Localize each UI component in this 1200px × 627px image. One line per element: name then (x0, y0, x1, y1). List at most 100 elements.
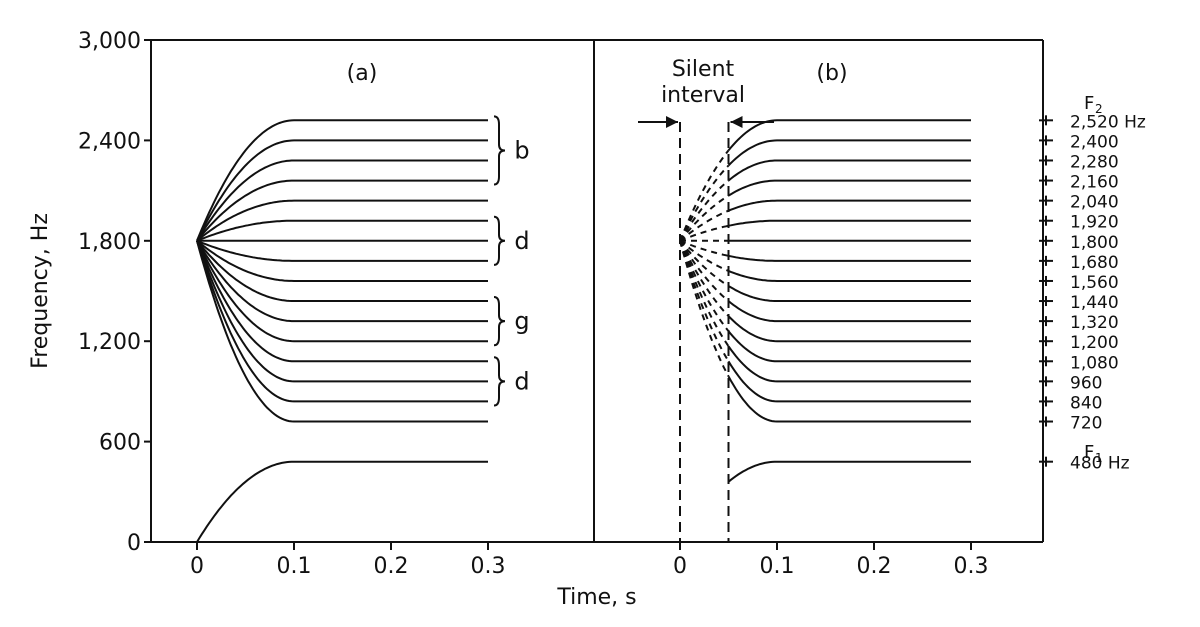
y-axis-label: Frequency, Hz (28, 213, 53, 369)
axes: 0 600 1,200 1,800 2,400 3,000 Frequency, Hz Tim… (28, 29, 637, 610)
f2-transition-line (196, 240, 488, 302)
plot-frame (150, 39, 1044, 543)
f2-transition-line (196, 240, 488, 403)
f1-label: F (1084, 442, 1094, 463)
silent-interval-label-line2: interval (661, 83, 745, 108)
right-scale-label: 2,400 (1070, 132, 1119, 152)
y-tick-label: 2,400 (78, 129, 141, 154)
f2-dashed-segment (679, 240, 730, 287)
f2-label: F (1084, 93, 1094, 114)
f2-transition-line (728, 254, 971, 262)
right-scale-label: 1,560 (1070, 273, 1119, 293)
x-axis-label: Time, s (556, 585, 636, 610)
f2-transition-line (196, 240, 488, 343)
f2-transition-line (196, 239, 488, 262)
f2-dashed-segment (679, 240, 729, 272)
f2-transition-line (727, 345, 971, 383)
bracket (493, 356, 506, 407)
f1-subscript: 1 (1095, 451, 1103, 465)
bracket (493, 115, 506, 186)
silent-arrowhead-left (666, 116, 678, 128)
f2-transition-line (196, 240, 488, 363)
f2-transition-line (727, 159, 971, 182)
right-scale-label: 840 (1070, 393, 1102, 413)
x-tick-label: 0.1 (760, 554, 795, 579)
right-scale-label: 1,080 (1070, 353, 1119, 373)
x-tick-label: 0 (190, 554, 204, 579)
right-frequency-scale: F 2F 12,520 Hz2,4002,2802,1602,0401,9201,8… (1039, 93, 1146, 474)
f2-transition-line (727, 330, 971, 363)
bracket-label: g (514, 307, 529, 335)
f2-transition-line (196, 240, 488, 383)
f2-transition-line (196, 159, 488, 242)
f2-dashed-segment (679, 240, 730, 317)
right-scale-label: 1,800 (1070, 233, 1119, 253)
x-tick-label: 0.3 (471, 554, 506, 579)
right-scale-label: 720 (1070, 414, 1102, 434)
f2-subscript: 2 (1095, 102, 1103, 116)
right-scale-label: 2,160 (1070, 173, 1119, 193)
bracket (493, 296, 506, 347)
right-scale-label: 1,440 (1070, 293, 1119, 313)
right-scale-label: 1,200 (1070, 333, 1119, 353)
f1-transition-line (196, 460, 488, 543)
f2-dashed-segment (679, 209, 729, 242)
f2-dashed-segment (679, 149, 730, 242)
bracket-label: d (514, 227, 529, 255)
f2-dashed-segment (679, 240, 730, 302)
f2-transition-line (727, 139, 971, 167)
f2-dashed-segment (679, 240, 730, 332)
y-tick-label: 1,200 (78, 330, 141, 355)
right-scale-label: 1,320 (1070, 313, 1119, 333)
f2-transition-line (196, 240, 488, 423)
bracket-label: b (514, 136, 529, 164)
y-tick-label: 1,800 (78, 230, 141, 255)
f2-transition-line (727, 179, 971, 197)
f2-transition-line (196, 240, 488, 323)
panel-a: 0 0.1 0.2 0.3 (a) b d g d (190, 61, 530, 579)
f2-transition-line (727, 315, 971, 343)
f2-transition-line (196, 219, 488, 242)
f2-dashed-segment (679, 240, 730, 377)
panel-label: (b) (816, 61, 847, 86)
f2-dashed-segment (679, 224, 729, 242)
f2-dashed-segment (679, 240, 730, 362)
right-scale-label: 2,040 (1070, 193, 1119, 213)
x-tick-label: 0.1 (277, 554, 312, 579)
f1-transition-line (727, 460, 971, 483)
f2-transition-line (196, 139, 488, 242)
x-tick-label: 0.3 (954, 554, 989, 579)
f2-transition-line (728, 219, 971, 227)
silent-interval-label-line1: Silent (672, 57, 735, 82)
f2-transition-line (196, 240, 488, 282)
f2-transition-line (727, 119, 971, 152)
f2-transition-line (728, 199, 971, 212)
y-tick-label: 0 (127, 531, 141, 556)
f2-transition-line (728, 269, 971, 282)
x-tick-label: 0 (673, 554, 687, 579)
f2-dashed-segment (679, 164, 730, 242)
right-scale-label: 2,520 Hz (1070, 112, 1146, 132)
right-scale-label: 480 Hz (1070, 454, 1130, 474)
silent-arrowhead-right (730, 116, 743, 128)
f2-transition-line (727, 300, 971, 323)
right-scale-label: 2,280 (1070, 152, 1119, 172)
x-tick-label: 0.2 (857, 554, 892, 579)
right-scale-label: 1,920 (1070, 213, 1119, 233)
right-scale-label: 1,680 (1070, 253, 1119, 273)
f2-transition-line (727, 285, 971, 302)
y-tick-label: 3,000 (78, 29, 141, 54)
bracket-label: d (514, 367, 529, 395)
x-tick-label: 0.2 (374, 554, 409, 579)
f2-dashed-segment (679, 179, 730, 242)
panel-label: (a) (347, 61, 378, 86)
bracket (493, 215, 506, 266)
f2-transition-line (196, 199, 488, 242)
right-scale-label: 960 (1070, 373, 1102, 393)
f2-transition-line (727, 375, 971, 423)
f2-transition-line (196, 119, 488, 242)
y-tick-label: 600 (99, 431, 141, 456)
f2-transition-line (196, 179, 488, 242)
